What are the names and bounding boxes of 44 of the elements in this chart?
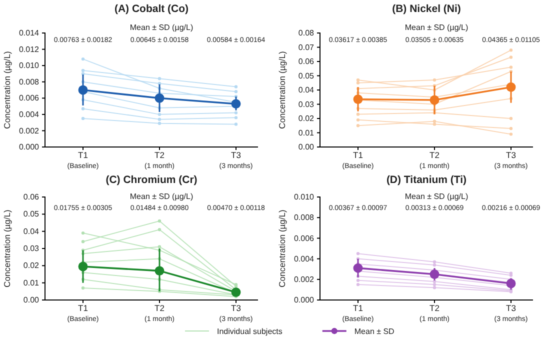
y-tick-label: 0.05 (23, 210, 40, 219)
chart-title: (D) Titanium (Ti) (386, 174, 467, 186)
y-tick-label: 0.05 (298, 71, 315, 80)
y-tick-label: 0.006 (294, 234, 315, 243)
y-tick-label: 0.08 (298, 28, 315, 38)
y-tick-label: 0.06 (23, 192, 40, 202)
y-tick-label: 0.04 (298, 86, 315, 95)
y-tick-label: 0.000 (18, 142, 40, 152)
y-tick-label: 0.02 (298, 114, 315, 124)
y-tick-label: 0.00 (298, 142, 315, 152)
text: Mean ± SD (µg/L) (130, 23, 194, 32)
text: Mean ± SD (µg/L) (404, 23, 468, 32)
chart-title: (C) Chromium (Cr) (106, 174, 198, 186)
y-tick-label: 0.010 (294, 192, 315, 202)
y-tick-label: 0.008 (18, 77, 40, 86)
y-axis-title: Concentration (µg/L) (277, 210, 287, 288)
chart-title: (B) Nickel (Ni) (392, 3, 461, 15)
legend-label: Individual subjects (217, 327, 282, 336)
y-axis-title: Concentration (µg/L) (2, 51, 12, 129)
y-tick-label: 0.002 (18, 126, 40, 136)
y-tick-label: 0.03 (23, 244, 40, 254)
annotation: Mean ± SD (µg/L) (130, 192, 194, 201)
y-tick-label: 0.01 (23, 278, 40, 288)
y-axis-title: Concentration (µg/L) (2, 210, 12, 288)
y-tick-label: 0.006 (18, 94, 40, 103)
legend-label: Mean ± SD (354, 327, 395, 336)
y-tick-label: 0.06 (298, 57, 315, 66)
y-tick-label: 0.004 (18, 110, 40, 119)
y-tick-label: 0.07 (298, 42, 315, 52)
y-tick-label: 0.03 (298, 100, 315, 109)
y-tick-label: 0.00 (23, 296, 40, 305)
y-tick-label: 0.012 (18, 44, 40, 54)
chart-title: (A) Cobalt (Co) (114, 3, 189, 15)
y-tick-label: 0.01 (298, 128, 315, 138)
y-axis-title: Concentration (µg/L) (277, 51, 287, 129)
annotation: Mean ± SD (µg/L) (404, 192, 468, 201)
y-tick-label: 0.008 (294, 213, 315, 222)
y-tick-label: 0.014 (18, 28, 40, 38)
y-tick-label: 0.000 (294, 296, 315, 305)
y-tick-label: 0.04 (23, 226, 40, 236)
y-tick-label: 0.002 (294, 274, 315, 284)
y-tick-label: 0.010 (18, 61, 40, 70)
y-tick-label: 0.004 (294, 254, 315, 264)
y-tick-label: 0.02 (23, 261, 40, 270)
